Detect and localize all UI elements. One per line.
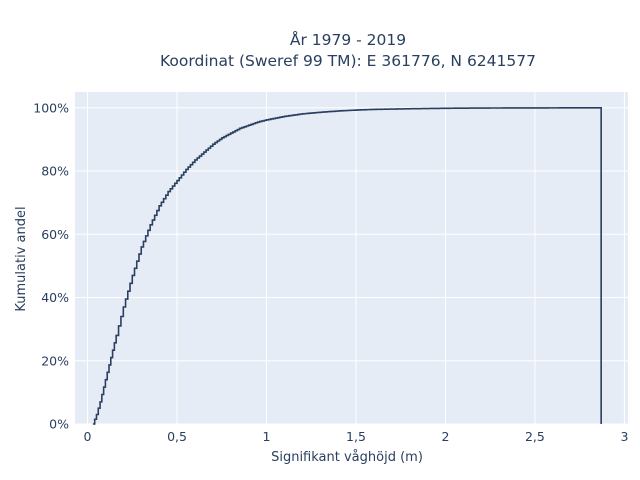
chart-title-line-1: År 1979 - 2019 xyxy=(290,30,406,49)
x-tick-label: 1,5 xyxy=(346,429,366,444)
y-tick-label: 100% xyxy=(33,100,69,115)
y-tick-label: 20% xyxy=(41,353,69,368)
x-tick-label: 1 xyxy=(263,429,271,444)
x-tick-label: 2,5 xyxy=(525,429,545,444)
x-axis-label: Signifikant våghöjd (m) xyxy=(271,450,423,465)
y-tick-label: 0% xyxy=(49,417,69,432)
y-tick-label: 60% xyxy=(41,227,69,242)
cdf-step-line xyxy=(92,107,602,425)
x-axis-ticks: 0 0,5 1 1,5 2 2,5 3 xyxy=(84,429,629,444)
x-tick-label: 0,5 xyxy=(167,429,187,444)
x-tick-label: 3 xyxy=(620,429,628,444)
plot-area xyxy=(75,92,628,424)
y-tick-label: 40% xyxy=(41,290,69,305)
x-tick-label: 0 xyxy=(84,429,92,444)
y-axis-label: Kumulativ andel xyxy=(14,206,29,311)
y-tick-label: 80% xyxy=(41,164,69,179)
y-axis-ticks: 0% 20% 40% 60% 80% 100% xyxy=(33,100,69,431)
x-gridlines xyxy=(87,92,625,424)
chart-title-line-2: Koordinat (Sweref 99 TM): E 361776, N 62… xyxy=(160,52,536,70)
x-tick-label: 2 xyxy=(441,429,449,444)
